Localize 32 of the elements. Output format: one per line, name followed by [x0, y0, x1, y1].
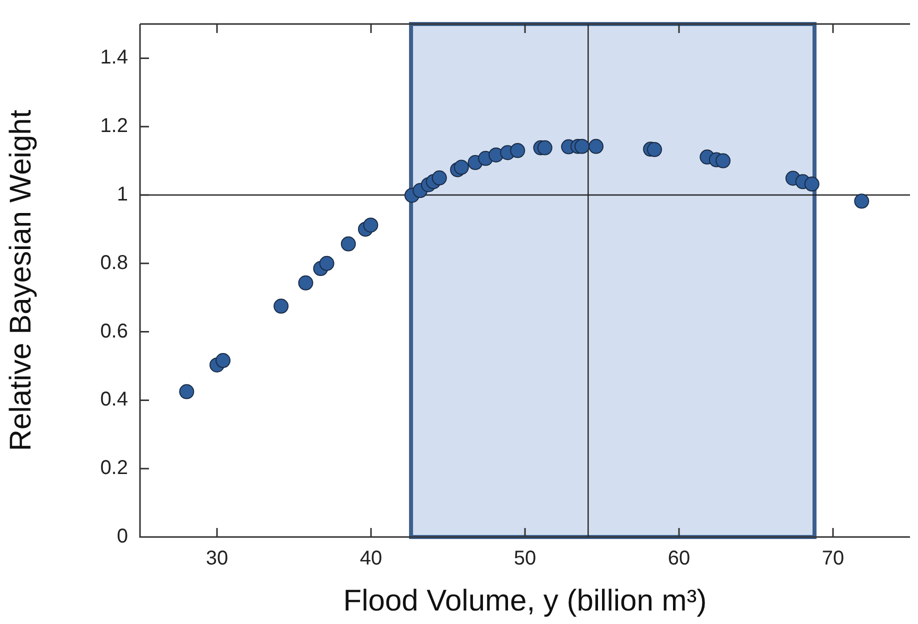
point: [298, 275, 314, 290]
point: [588, 138, 604, 154]
point: [510, 143, 526, 158]
point: [216, 353, 231, 368]
y-tick-label: 0: [116, 526, 128, 548]
point: [804, 176, 820, 192]
point: [574, 138, 590, 154]
point: [179, 384, 194, 400]
point: [854, 194, 870, 209]
x-axis-title: Flood Volume, y (billion m³): [343, 584, 707, 618]
point: [319, 256, 334, 271]
point: [363, 218, 378, 233]
point: [454, 160, 469, 175]
x-tick-label: 70: [822, 548, 844, 570]
y-tick-label: 0.2: [100, 457, 128, 480]
x-tick-label: 50: [514, 548, 536, 570]
y-axis-title: Relative Bayesian Weight: [4, 109, 38, 452]
point: [340, 236, 356, 252]
point: [432, 170, 447, 186]
point: [537, 140, 552, 156]
y-tick-label: 0.4: [100, 388, 128, 411]
y-tick-label: 0.8: [100, 252, 128, 274]
point: [274, 298, 289, 314]
x-tick-label: 40: [360, 548, 382, 570]
y-tick-label: 1.4: [100, 46, 128, 69]
point: [647, 142, 662, 158]
x-tick-label: 30: [206, 548, 228, 570]
y-tick-label: 0.6: [100, 320, 128, 342]
point: [716, 153, 731, 168]
x-tick-label: 60: [668, 548, 690, 570]
y-tick-label: 1: [116, 184, 128, 206]
y-tick-label: 1.2: [100, 115, 128, 138]
